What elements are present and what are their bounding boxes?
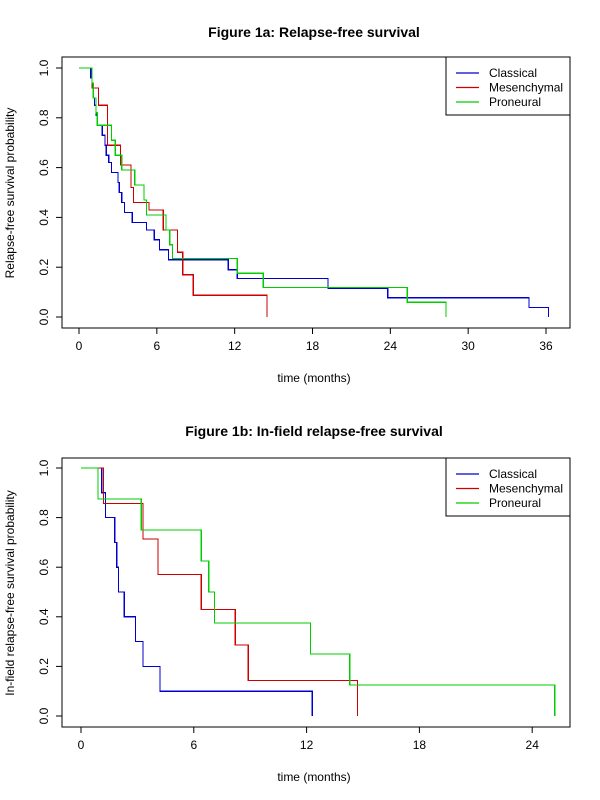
- legend-label-proneural: Proneural: [489, 496, 541, 510]
- series-line-mesenchymal: [79, 68, 267, 317]
- y-axis: 0.0 0.2 0.4 0.6 0.8 1.0: [37, 59, 62, 325]
- y-tick-label: 0.0: [37, 707, 51, 724]
- legend-label-proneural: Proneural: [489, 95, 541, 109]
- y-tick-label: 0.4: [37, 209, 51, 226]
- y-tick-label: 0.2: [37, 658, 51, 675]
- y-tick-label: 1.0: [37, 59, 51, 76]
- figure-canvas: Figure 1a: Relapse-free survival time (m…: [0, 0, 600, 800]
- x-tick-label: 6: [153, 339, 160, 353]
- x-tick-label: 24: [384, 339, 398, 353]
- x-tick-label: 18: [306, 339, 320, 353]
- chart-title: Figure 1b: In-field relapse-free surviva…: [185, 423, 443, 439]
- chart-in-field-relapse-free-survival: Figure 1b: In-field relapse-free surviva…: [3, 423, 570, 784]
- legend-label-classical: Classical: [489, 66, 537, 80]
- y-axis-label: Relapse-free survival probability: [3, 108, 17, 279]
- x-tick-label: 36: [539, 339, 553, 353]
- legend-label-mesenchymal: Mesenchymal: [489, 482, 563, 496]
- chart-relapse-free-survival: Figure 1a: Relapse-free survival time (m…: [3, 24, 570, 385]
- y-tick-label: 0.4: [37, 608, 51, 625]
- chart-title: Figure 1a: Relapse-free survival: [208, 24, 420, 40]
- x-tick-label: 12: [228, 339, 242, 353]
- x-tick-label: 0: [76, 339, 83, 353]
- y-tick-label: 1.0: [37, 459, 51, 476]
- y-axis: 0.0 0.2 0.4 0.6 0.8 1.0: [37, 459, 62, 724]
- y-tick-label: 0.6: [37, 159, 51, 176]
- x-tick-label: 0: [78, 738, 85, 752]
- y-tick-label: 0.8: [37, 509, 51, 526]
- x-tick-label: 24: [526, 738, 540, 752]
- x-axis-label: time (months): [277, 371, 350, 385]
- y-tick-label: 0.0: [37, 308, 51, 325]
- series-line-classical: [81, 468, 312, 716]
- x-tick-label: 18: [413, 738, 427, 752]
- x-tick-label: 12: [300, 738, 314, 752]
- legend-label-classical: Classical: [489, 467, 537, 481]
- x-tick-label: 30: [461, 339, 475, 353]
- x-axis: 0 6 12 18 24: [78, 727, 540, 752]
- y-tick-label: 0.6: [37, 559, 51, 576]
- y-axis-label: In-field relapse-free survival probabili…: [3, 490, 17, 695]
- legend-label-mesenchymal: Mesenchymal: [489, 81, 563, 95]
- x-tick-label: 6: [190, 738, 197, 752]
- x-axis: 0 6 12 18 24 30 36: [76, 328, 553, 353]
- x-axis-label: time (months): [277, 770, 350, 784]
- y-tick-label: 0.2: [37, 259, 51, 276]
- y-tick-label: 0.8: [37, 109, 51, 126]
